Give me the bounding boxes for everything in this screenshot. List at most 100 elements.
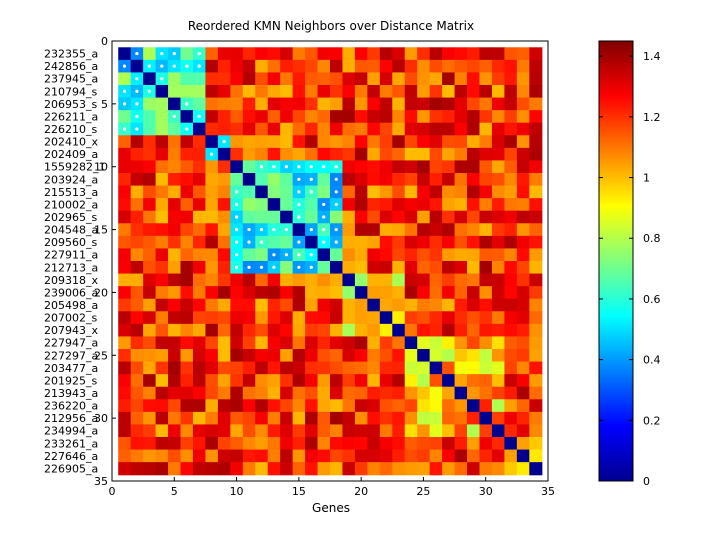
- heatmap-cell: [342, 223, 356, 237]
- heatmap-cell: [454, 273, 468, 287]
- heatmap-cell: [230, 286, 244, 300]
- heatmap-cell: [491, 424, 505, 438]
- y-tick-label: 25: [94, 349, 108, 362]
- heatmap-cell: [143, 110, 157, 124]
- heatmap-cell: [143, 122, 157, 136]
- heatmap-cell: [143, 135, 157, 149]
- heatmap-cell: [491, 173, 505, 187]
- heatmap-cell: [155, 235, 169, 250]
- heatmap-cell: [479, 248, 493, 262]
- neighbor-marker: [322, 240, 326, 244]
- heatmap-cell: [467, 223, 481, 237]
- heatmap-cell: [367, 298, 381, 312]
- heatmap-cell: [479, 97, 493, 111]
- heatmap-cell: [516, 147, 530, 162]
- heatmap-cell: [130, 210, 144, 224]
- row-label: 215513_a: [44, 186, 98, 199]
- heatmap-cell: [354, 386, 368, 400]
- heatmap-cell: [280, 147, 294, 162]
- heatmap-cell: [417, 173, 431, 187]
- colorbar-tick-label: 0.8: [643, 232, 661, 245]
- heatmap-cell: [192, 361, 207, 375]
- heatmap-cell: [330, 122, 344, 136]
- heatmap-cell: [379, 399, 393, 413]
- heatmap-cell: [267, 424, 281, 438]
- heatmap-cell: [280, 198, 294, 212]
- heatmap-cell: [429, 198, 443, 212]
- row-labels: 232355_a242856_a237945_a210794_s206953_s…: [44, 48, 106, 476]
- heatmap-cell: [479, 336, 493, 350]
- heatmap-cell: [118, 323, 132, 338]
- heatmap-cell: [330, 311, 344, 325]
- heatmap-cell: [317, 85, 331, 99]
- heatmap-cell: [168, 437, 182, 451]
- heatmap-cell: [192, 349, 207, 363]
- row-label: 239006_a: [44, 286, 98, 299]
- heatmap-cell: [155, 173, 169, 187]
- heatmap-cell: [317, 424, 331, 438]
- heatmap-cell: [367, 462, 381, 476]
- heatmap-cell: [217, 47, 231, 61]
- heatmap-cell: [404, 424, 418, 438]
- heatmap-cell: [342, 85, 356, 99]
- heatmap-cell: [330, 210, 344, 224]
- neighbor-marker: [185, 64, 189, 68]
- heatmap-cell: [205, 97, 219, 111]
- heatmap-cell: [504, 449, 518, 463]
- heatmap-cell: [280, 85, 294, 99]
- heatmap-cell: [230, 72, 244, 86]
- heatmap-cell: [342, 110, 356, 124]
- heatmap-cell: [180, 198, 194, 212]
- heatmap-cell: [305, 59, 319, 74]
- heatmap-cell: [242, 449, 256, 463]
- heatmap-cell: [292, 462, 306, 476]
- heatmap-cell: [429, 85, 443, 99]
- heatmap-cell: [280, 185, 294, 199]
- heatmap-cell: [342, 424, 356, 438]
- heatmap-cell: [217, 185, 231, 199]
- heatmap-cell: [417, 135, 431, 149]
- heatmap-cell: [454, 47, 468, 61]
- heatmap-cell: [155, 135, 169, 149]
- heatmap-cell: [529, 349, 543, 363]
- heatmap-cell: [429, 122, 443, 136]
- heatmap-cell: [404, 185, 418, 199]
- heatmap-cell: [180, 85, 194, 99]
- heatmap-cell: [479, 173, 493, 187]
- heatmap-cell: [180, 47, 194, 61]
- neighbor-marker: [172, 114, 176, 119]
- heatmap-cell: [392, 336, 406, 350]
- row-label: 212956_a: [44, 412, 98, 425]
- heatmap-cell: [230, 399, 244, 413]
- heatmap-cell: [267, 173, 281, 187]
- heatmap-cell: [516, 261, 530, 275]
- neighbor-marker: [334, 165, 338, 169]
- heatmap-cell: [529, 374, 543, 388]
- heatmap-cell: [404, 449, 418, 463]
- heatmap-cell: [168, 235, 182, 250]
- heatmap-cell: [479, 122, 493, 136]
- heatmap-cell: [516, 336, 530, 350]
- heatmap-cell: [217, 147, 231, 162]
- heatmap-cell: [130, 198, 144, 212]
- heatmap-cell: [367, 311, 381, 325]
- heatmap-cell: [192, 386, 207, 400]
- heatmap-cell: [305, 147, 319, 162]
- heatmap-cell: [354, 59, 368, 74]
- heatmap-cell: [442, 311, 456, 325]
- heatmap-cell: [342, 462, 356, 476]
- heatmap-cell: [305, 361, 319, 375]
- heatmap-cell: [354, 311, 368, 325]
- heatmap-cell: [130, 449, 144, 463]
- heatmap-cell: [180, 349, 194, 363]
- heatmap-cell: [491, 210, 505, 224]
- heatmap-cell: [130, 399, 144, 413]
- colorbar-tick-label: 1.2: [643, 111, 661, 124]
- heatmap-cell: [504, 173, 518, 187]
- heatmap-cell: [280, 47, 294, 61]
- heatmap-cell: [192, 399, 207, 413]
- heatmap-cell: [255, 122, 269, 136]
- heatmap-cell: [467, 85, 481, 99]
- heatmap-cell: [479, 210, 493, 224]
- heatmap-cell: [217, 59, 231, 74]
